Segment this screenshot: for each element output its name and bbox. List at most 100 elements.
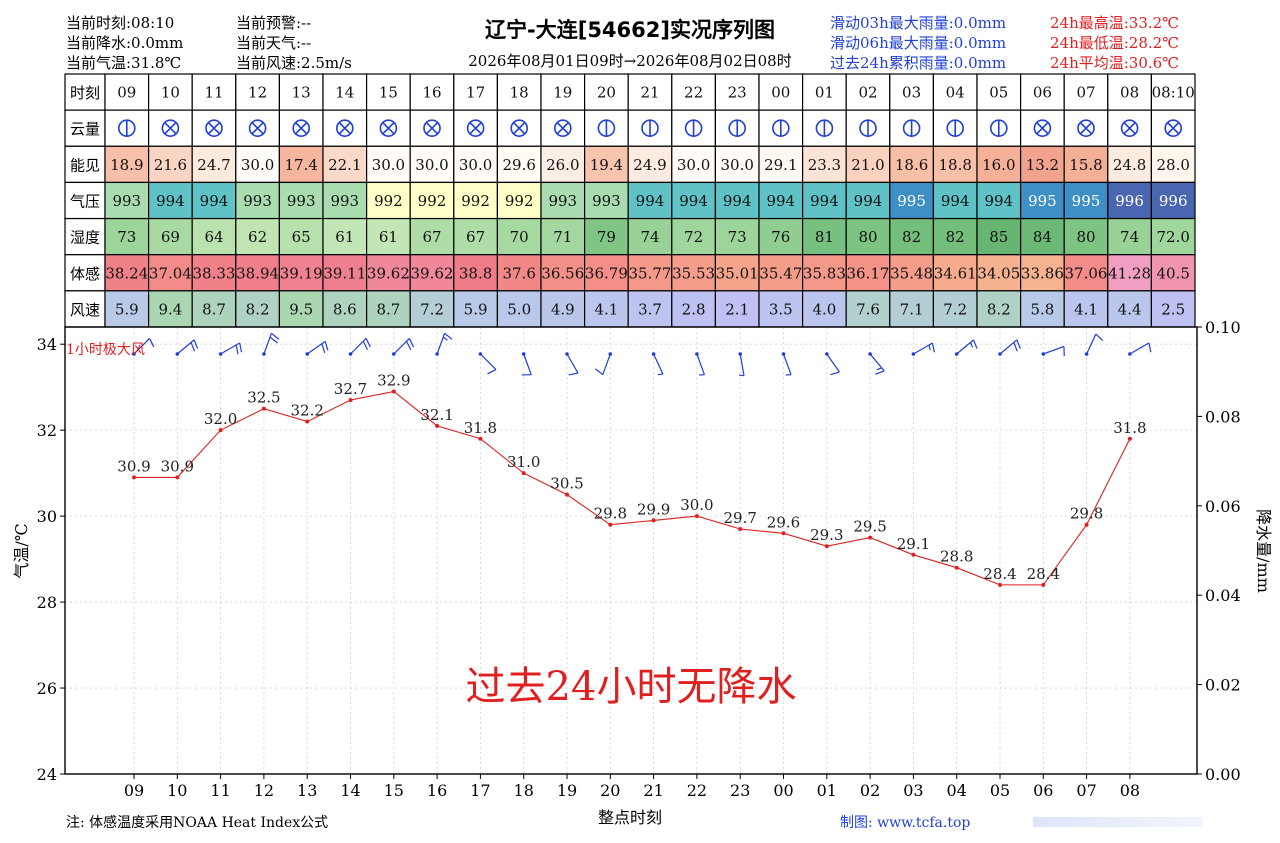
value-visibility: 30.0	[241, 156, 274, 174]
value-wind-speed: 2.5	[1161, 300, 1185, 318]
page-title: 辽宁-大连[54662]实况序列图	[485, 18, 775, 42]
temperature-label: 30.9	[161, 457, 194, 475]
row-label-cloud: 云量	[70, 120, 100, 138]
cell-wind-speed	[1019, 290, 1065, 328]
row-label-cell	[64, 290, 106, 328]
value-humidity: 76	[771, 228, 790, 246]
cell-humidity	[1019, 217, 1065, 256]
value-pressure: 993	[592, 192, 621, 210]
cell-pressure	[496, 181, 542, 220]
value-visibility: 24.9	[633, 156, 666, 174]
temperature-point	[391, 389, 396, 394]
value-pressure: 993	[112, 192, 141, 210]
cell-hour	[409, 73, 455, 111]
cell-feels-like	[366, 254, 411, 292]
value-pressure: 992	[505, 192, 534, 210]
value-feels-like: 35.47	[759, 264, 802, 282]
header-rain-stats: 滑动03h最大雨量:0.0mm 滑动06h最大雨量:0.0mm 过去24h累积雨…	[830, 13, 1006, 73]
value-feels-like: 41.28	[1108, 264, 1151, 282]
x-tick-label: 07	[1076, 781, 1096, 800]
x-tick-label: 14	[340, 781, 360, 800]
value-pressure: 993	[548, 192, 577, 210]
y2-tick-label: 0.00	[1205, 765, 1241, 784]
plot-frame	[64, 326, 1198, 775]
value-humidity: 70	[510, 228, 529, 246]
value-pressure: 994	[854, 192, 883, 210]
temperature-series: 30.9 30.9 32.0 32.5 32.2 32.7 32.9 32.1 31.8 31.0…	[117, 371, 1147, 587]
cell-wind-speed	[583, 290, 629, 328]
value-feels-like: 35.53	[672, 264, 715, 282]
wind-barb-icon	[738, 352, 745, 377]
temp-24h-avg: 24h平均温:30.6℃	[1050, 54, 1179, 72]
value-visibility: 13.2	[1026, 156, 1059, 174]
x-tick-label: 19	[557, 781, 577, 800]
cell-feels-like	[627, 254, 673, 292]
temperature-point	[1127, 436, 1132, 441]
cell-humidity	[191, 217, 237, 256]
overcast-cloud-icon	[379, 119, 398, 138]
y-tick-label: 34	[37, 335, 57, 354]
wind-barb-icon	[565, 352, 579, 376]
value-hour: 04	[946, 84, 965, 102]
cell-feels-like	[1063, 254, 1109, 292]
cell-visibility	[932, 145, 978, 184]
partial-cloud-icon	[641, 119, 659, 138]
cell-humidity	[583, 217, 629, 256]
value-visibility: 22.1	[328, 156, 361, 174]
cell-visibility	[496, 145, 542, 184]
value-pressure: 996	[1115, 192, 1144, 210]
row-label-visibility: 能见	[70, 156, 100, 174]
wind-barb-icon	[478, 352, 497, 375]
y2-tick-label: 0.06	[1205, 497, 1241, 516]
overcast-cloud-icon	[161, 119, 180, 138]
value-hour: 12	[248, 84, 267, 102]
cell-pressure	[976, 181, 1022, 220]
cell-feels-like	[889, 254, 934, 292]
value-humidity: 61	[335, 228, 354, 246]
value-pressure: 996	[1159, 192, 1188, 210]
axes: 09 10 11 12 13 14 15 16 17 18 19 20 21 22 23 00 01 02 03 04…	[37, 318, 1241, 800]
cell-pressure	[627, 181, 673, 220]
temperature-label: 28.4	[1027, 565, 1060, 583]
cell-wind-speed	[758, 290, 804, 328]
wind-barb-icon	[825, 352, 840, 376]
wind-barb-icon	[1128, 342, 1152, 356]
value-wind-speed: 5.9	[115, 300, 139, 318]
x-tick-label: 21	[643, 781, 663, 800]
y2-axis-label: 降水量/mm	[1254, 509, 1273, 593]
cell-feels-like	[932, 254, 978, 292]
temperature-point	[824, 544, 829, 549]
partial-cloud-icon	[815, 119, 834, 138]
value-wind-speed: 4.1	[594, 300, 618, 318]
temperature-point	[305, 419, 310, 424]
cell-feels-like	[1107, 254, 1153, 292]
temperature-label: 29.3	[810, 526, 843, 544]
cell-humidity	[889, 217, 934, 256]
value-feels-like: 36.17	[847, 264, 890, 282]
cell-hour	[1107, 73, 1153, 111]
cell-humidity	[278, 217, 324, 256]
value-hour: 07	[1076, 84, 1095, 102]
value-hour: 18	[510, 84, 529, 102]
temperature-label: 32.2	[290, 402, 323, 420]
value-humidity: 67	[466, 228, 485, 246]
value-feels-like: 37.04	[149, 264, 192, 282]
value-wind-speed: 9.5	[289, 300, 313, 318]
value-feels-like: 35.77	[629, 264, 672, 282]
row-label-humidity: 湿度	[70, 229, 100, 247]
temperature-label: 29.5	[853, 518, 886, 536]
value-humidity: 82	[902, 228, 921, 246]
cell-feels-like	[235, 254, 281, 292]
cell-feels-like	[671, 254, 716, 292]
overcast-cloud-icon	[205, 119, 223, 138]
temperature-label: 32.7	[334, 380, 367, 398]
temperature-label: 28.8	[940, 548, 973, 566]
rain-24h-total: 过去24h累积雨量:0.0mm	[830, 54, 1007, 72]
row-label-cell	[64, 145, 106, 184]
overcast-cloud-icon	[1164, 119, 1182, 138]
value-humidity: 61	[379, 228, 398, 246]
value-visibility: 30.0	[372, 156, 405, 174]
y2-tick-label: 0.02	[1205, 676, 1241, 695]
cell-feels-like	[278, 254, 324, 292]
value-pressure: 994	[679, 192, 708, 210]
